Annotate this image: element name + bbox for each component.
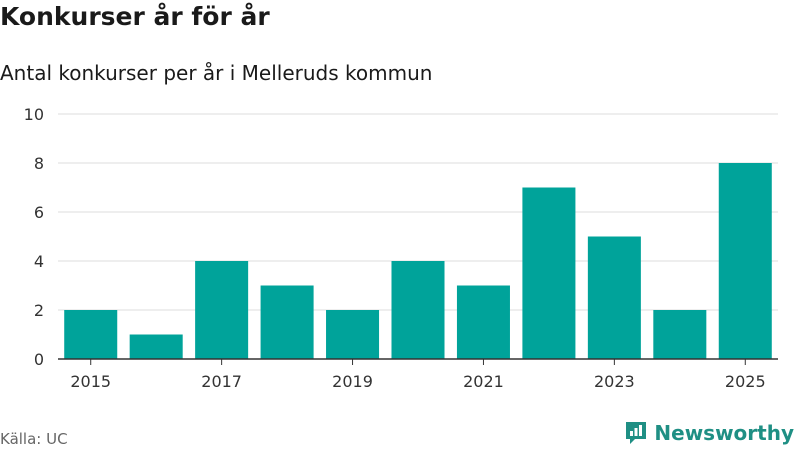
bar-2020	[391, 261, 445, 359]
bar-2017	[195, 261, 249, 359]
bar-2018	[260, 285, 314, 359]
bar-2016	[129, 334, 183, 359]
bar-2022	[522, 187, 576, 359]
y-tick-label: 2	[34, 301, 44, 320]
y-tick-label: 0	[34, 350, 44, 369]
bar-2015	[64, 310, 118, 359]
bars	[64, 163, 772, 359]
bar-2021	[456, 285, 510, 359]
bar-2023	[587, 236, 641, 359]
x-tick-label: 2021	[463, 372, 504, 391]
x-tick-label: 2023	[594, 372, 635, 391]
chart-subtitle: Antal konkurser per år i Melleruds kommu…	[0, 61, 433, 85]
bar-2019	[326, 310, 380, 359]
chart-title: Konkurser år för år	[0, 2, 270, 31]
x-tick-label: 2025	[725, 372, 766, 391]
axes: 0 2 4 6 8 10 2015 2017 2019 2021 2023 2025	[24, 105, 778, 391]
x-tick-label: 2019	[332, 372, 373, 391]
x-tick-label: 2015	[70, 372, 111, 391]
bar-2025	[718, 163, 772, 359]
newsworthy-logo-icon	[626, 422, 647, 444]
y-tick-label: 6	[34, 203, 44, 222]
brand-name: Newsworthy	[654, 421, 794, 445]
brand-logo: Newsworthy	[624, 420, 794, 446]
y-tick-label: 8	[34, 154, 44, 173]
x-tick-label: 2017	[201, 372, 242, 391]
y-tick-label: 10	[24, 105, 44, 124]
y-tick-label: 4	[34, 252, 44, 271]
source-note: Källa: UC	[0, 430, 68, 448]
bar-2024	[653, 310, 707, 359]
